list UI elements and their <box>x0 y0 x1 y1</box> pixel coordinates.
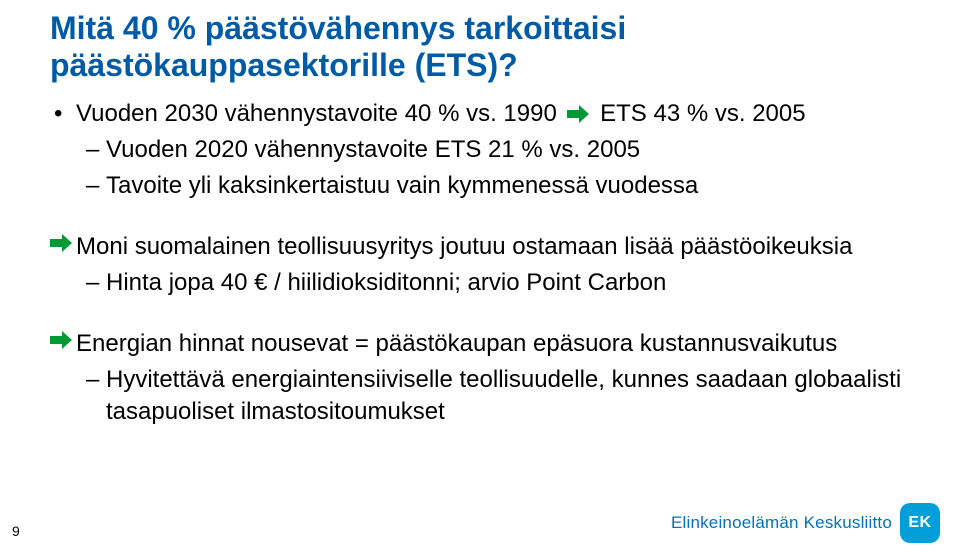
sub-bullet-item: Hinta jopa 40 € / hiilidioksiditonni; ar… <box>76 267 910 299</box>
title-line-2: päästökauppasektorille (ETS)? <box>50 47 518 83</box>
logo-text: Elinkeinoelämän Keskusliitto <box>671 513 892 533</box>
sub-bullet-list: Hyvitettävä energiaintensiiviselle teoll… <box>76 364 910 429</box>
arrow-bullet: Moni suomalainen teollisuusyritys joutuu… <box>50 231 910 300</box>
arrow-right-icon <box>567 105 589 123</box>
arrow-right-icon <box>50 234 72 252</box>
arrow-bullet-text: Moni suomalainen teollisuusyritys joutuu… <box>76 233 852 260</box>
bullet-text-post: ETS 43 % vs. 2005 <box>593 100 805 127</box>
sub-bullet-list: Hinta jopa 40 € / hiilidioksiditonni; ar… <box>76 267 910 299</box>
sub-bullet-list: Vuoden 2020 vähennystavoite ETS 21 % vs.… <box>76 134 910 203</box>
footer-logo: Elinkeinoelämän Keskusliitto EK <box>671 503 940 543</box>
bullet-item: Vuoden 2030 vähennystavoite 40 % vs. 199… <box>50 98 910 203</box>
arrow-bullet: Energian hinnat nousevat = päästökaupan … <box>50 328 910 429</box>
bullet-list: Vuoden 2030 vähennystavoite 40 % vs. 199… <box>50 98 910 203</box>
sub-bullet-item: Hyvitettävä energiaintensiiviselle teoll… <box>76 364 910 429</box>
bullet-text-pre: Vuoden 2030 vähennystavoite 40 % vs. 199… <box>76 100 563 127</box>
slide-body: Vuoden 2030 vähennystavoite 40 % vs. 199… <box>50 98 910 429</box>
arrow-bullet-text: Energian hinnat nousevat = päästökaupan … <box>76 330 837 357</box>
slide: Mitä 40 % päästövähennys tarkoittaisi pä… <box>0 0 960 553</box>
slide-footer: 9 Elinkeinoelämän Keskusliitto EK <box>0 493 960 553</box>
arrow-right-icon <box>50 331 72 349</box>
sub-bullet-item: Tavoite yli kaksinkertaistuu vain kymmen… <box>76 170 910 202</box>
logo-badge: EK <box>900 503 940 543</box>
page-number: 9 <box>12 523 20 539</box>
title-line-1: Mitä 40 % päästövähennys tarkoittaisi <box>50 10 626 46</box>
sub-bullet-item: Vuoden 2020 vähennystavoite ETS 21 % vs.… <box>76 134 910 166</box>
slide-title: Mitä 40 % päästövähennys tarkoittaisi pä… <box>50 10 910 84</box>
logo-badge-text: EK <box>908 514 931 532</box>
